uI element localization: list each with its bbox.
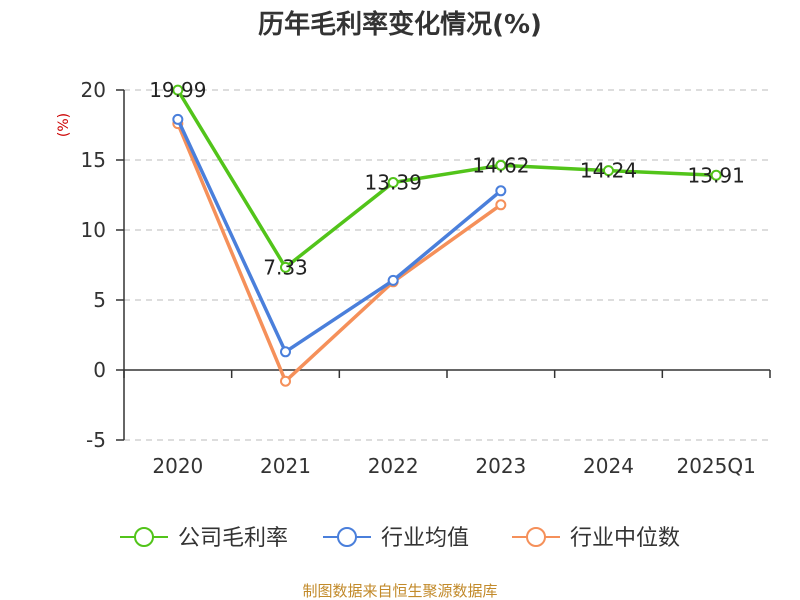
legend-marker: [526, 527, 546, 547]
data-point: [172, 84, 184, 96]
legend-label: 公司毛利率: [178, 526, 288, 551]
x-tick-label: 2024: [583, 454, 634, 478]
data-point: [387, 177, 399, 189]
y-tick-label: -5: [86, 428, 106, 452]
data-label: 13.91: [688, 163, 745, 187]
data-label: 19.99: [149, 78, 206, 102]
legend-item[interactable]: 行业中位数: [512, 526, 680, 551]
y-tick-label: 5: [93, 288, 106, 312]
x-tick-label: 2023: [475, 454, 526, 478]
legend-label: 行业均值: [381, 526, 469, 551]
chart-title: 历年毛利率变化情况(%): [258, 9, 542, 40]
data-point: [495, 199, 507, 211]
series-2: [172, 118, 507, 387]
data-label: 7.33: [263, 255, 308, 279]
x-tick-label: 2022: [368, 454, 419, 478]
grid: [124, 89, 770, 441]
x-tick-label: 2025Q1: [676, 454, 755, 478]
data-point: [495, 185, 507, 197]
axes: 20 15 10 5 0 -5 2020 2021 2022 2023 2024 2025Q1: [81, 78, 771, 478]
series-line: [176, 89, 717, 270]
series-1: [172, 113, 507, 358]
source-note: 制图数据来自恒生聚源数据库: [302, 582, 497, 600]
data-label: 14.62: [472, 153, 529, 177]
y-tick-label: 20: [81, 78, 106, 102]
legend-item[interactable]: 公司毛利率: [120, 526, 288, 551]
data-labels: 19.99 7.33 13.39 14.62 14.24 13.91: [149, 78, 745, 279]
y-tick-label: 0: [93, 358, 106, 382]
data-point: [172, 113, 184, 125]
legend-item[interactable]: 行业均值: [323, 526, 469, 551]
series-line: [176, 118, 502, 354]
legend-marker: [337, 527, 357, 547]
y-tick-label: 10: [81, 218, 106, 242]
data-label: 14.24: [580, 159, 637, 183]
data-label: 13.39: [365, 171, 422, 195]
x-tick-label: 2020: [152, 454, 203, 478]
series-line: [176, 122, 502, 383]
series-lines: [172, 84, 722, 387]
x-tick-label: 2021: [260, 454, 311, 478]
series-0: [172, 84, 722, 273]
data-point: [710, 169, 722, 181]
legend: 公司毛利率 行业均值 行业中位数: [120, 526, 680, 551]
data-point: [280, 375, 291, 387]
data-point: [603, 165, 614, 177]
legend-label: 行业中位数: [570, 526, 680, 551]
y-tick-label: 15: [81, 148, 106, 172]
y-axis-unit-label: (%): [56, 113, 72, 137]
data-point: [280, 346, 291, 358]
data-point: [387, 274, 399, 286]
data-point: [495, 159, 507, 171]
data-point: [280, 261, 291, 273]
legend-marker: [134, 527, 154, 547]
